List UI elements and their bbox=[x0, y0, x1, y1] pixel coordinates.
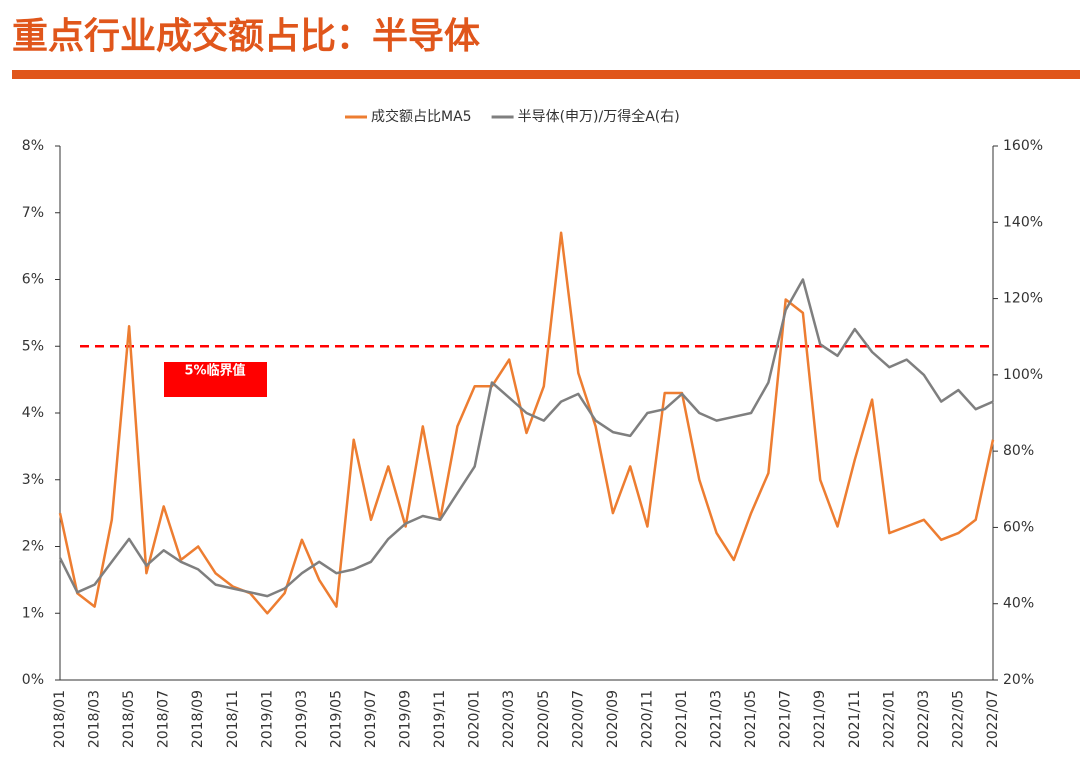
x-tick-label: 2019/09 bbox=[398, 690, 414, 748]
x-tick-label: 2019/05 bbox=[328, 690, 344, 748]
y2-tick-label: 120% bbox=[1003, 291, 1043, 307]
x-tick-label: 2018/05 bbox=[121, 690, 137, 748]
x-tick-label: 2020/05 bbox=[536, 690, 552, 748]
x-tick-label: 2022/05 bbox=[950, 690, 966, 748]
x-tick-label: 2018/03 bbox=[87, 690, 103, 748]
chart-title: 重点行业成交额占比：半导体 bbox=[12, 15, 480, 57]
y-tick-label: 8% bbox=[22, 138, 44, 154]
y-tick-label: 2% bbox=[22, 539, 44, 555]
x-tick-label: 2021/03 bbox=[709, 690, 725, 748]
y2-tick-label: 100% bbox=[1003, 367, 1043, 383]
y-tick-label: 3% bbox=[22, 472, 44, 488]
y2-tick-label: 20% bbox=[1003, 672, 1034, 688]
y-tick-label: 1% bbox=[22, 605, 44, 621]
x-tick-label: 2020/11 bbox=[639, 690, 655, 748]
y2-tick-label: 40% bbox=[1003, 596, 1034, 612]
x-tick-label: 2021/01 bbox=[674, 690, 690, 748]
x-tick-label: 2020/01 bbox=[467, 690, 483, 748]
y-tick-label: 5% bbox=[22, 338, 44, 354]
series-line bbox=[58, 278, 994, 598]
x-tick-label: 2020/09 bbox=[605, 690, 621, 748]
y2-tick-label: 80% bbox=[1003, 443, 1034, 459]
x-tick-label: 2022/07 bbox=[985, 690, 1001, 748]
x-tick-label: 2018/01 bbox=[52, 690, 68, 748]
series-line bbox=[58, 231, 995, 615]
x-tick-label: 2021/09 bbox=[812, 690, 828, 748]
y2-tick-label: 60% bbox=[1003, 519, 1034, 535]
x-tick-label: 2018/09 bbox=[190, 690, 206, 748]
y-tick-label: 7% bbox=[22, 205, 44, 221]
x-tick-label: 2022/03 bbox=[916, 690, 932, 748]
x-tick-label: 2019/01 bbox=[259, 690, 275, 748]
x-tick-label: 2019/11 bbox=[432, 690, 448, 748]
x-tick-label: 2019/07 bbox=[363, 690, 379, 748]
reference-label-box bbox=[164, 362, 267, 397]
x-tick-label: 2021/07 bbox=[778, 690, 794, 748]
x-tick-label: 2018/11 bbox=[225, 690, 241, 748]
title-bar bbox=[12, 70, 1080, 79]
x-tick-label: 2021/11 bbox=[847, 690, 863, 748]
y-tick-label: 0% bbox=[22, 672, 44, 688]
reference-label: 5%临界值 bbox=[184, 363, 245, 379]
y2-tick-label: 140% bbox=[1003, 214, 1043, 230]
y-tick-label: 4% bbox=[22, 405, 44, 421]
y2-tick-label: 160% bbox=[1003, 138, 1043, 154]
x-tick-label: 2020/03 bbox=[501, 690, 517, 748]
legend-label: 成交额占比MA5 bbox=[371, 108, 472, 125]
x-tick-label: 2021/05 bbox=[743, 690, 759, 748]
x-tick-label: 2022/01 bbox=[881, 690, 897, 748]
y-tick-label: 6% bbox=[22, 272, 44, 288]
x-tick-label: 2018/07 bbox=[156, 690, 172, 748]
x-tick-label: 2020/07 bbox=[570, 690, 586, 748]
x-tick-label: 2019/03 bbox=[294, 690, 310, 748]
legend-label: 半导体(申万)/万得全A(右) bbox=[518, 108, 680, 125]
